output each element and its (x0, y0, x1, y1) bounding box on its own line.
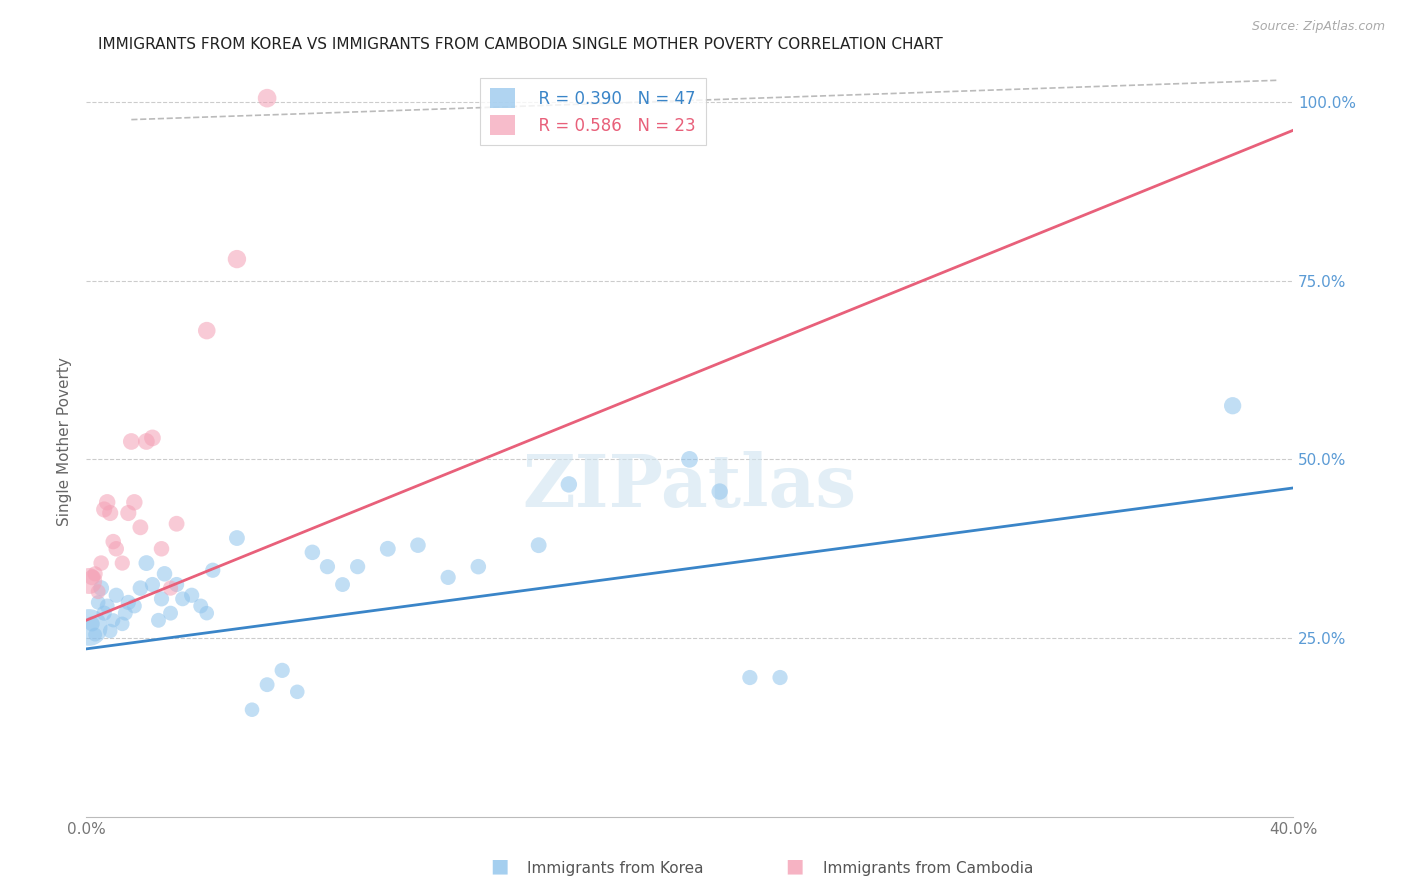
Text: ■: ■ (489, 857, 509, 876)
Point (93, 606, 115, 620)
Point (82, 616, 104, 631)
Point (406, 538, 429, 552)
Point (117, 506, 139, 520)
Point (527, 538, 550, 552)
Point (117, 595, 139, 609)
Point (166, 516, 188, 531)
Point (346, 559, 368, 574)
Point (84, 566, 107, 581)
Y-axis label: Single Mother Poverty: Single Mother Poverty (58, 357, 72, 526)
Point (172, 591, 194, 606)
Point (90, 556, 112, 570)
Point (124, 599, 146, 613)
Point (98, 624, 121, 638)
Point (150, 591, 173, 606)
Point (141, 577, 163, 591)
Point (195, 324, 218, 338)
Point (332, 577, 354, 591)
Point (226, 531, 249, 545)
Point (82, 570, 104, 584)
Point (77, 620, 100, 634)
Point (301, 545, 323, 559)
Point (135, 556, 157, 570)
Text: Immigrants from Cambodia: Immigrants from Cambodia (823, 861, 1033, 876)
Point (103, 613, 125, 627)
Point (105, 541, 128, 556)
Point (135, 434, 157, 449)
Point (96, 495, 118, 509)
Point (678, 452, 700, 467)
Point (114, 606, 136, 620)
Point (87, 584, 110, 599)
Point (111, 616, 134, 631)
Point (129, 520, 152, 534)
Text: Immigrants from Korea: Immigrants from Korea (527, 861, 704, 876)
Text: ■: ■ (785, 857, 804, 876)
Point (256, 91, 278, 105)
Point (120, 434, 142, 449)
Point (90, 581, 112, 595)
Point (105, 588, 128, 602)
Point (98, 506, 121, 520)
Point (195, 606, 218, 620)
Point (738, 671, 761, 685)
Point (1222, 399, 1244, 413)
Point (190, 599, 212, 613)
Point (77, 574, 100, 588)
Point (271, 664, 294, 678)
Point (93, 502, 115, 516)
Point (226, 252, 249, 266)
Point (201, 563, 224, 577)
Point (141, 431, 163, 445)
Point (153, 566, 176, 581)
Point (124, 495, 146, 509)
Legend:   R = 0.390   N = 47,   R = 0.586   N = 23: R = 0.390 N = 47, R = 0.586 N = 23 (479, 78, 706, 145)
Point (159, 606, 181, 620)
Point (285, 685, 308, 699)
Point (148, 613, 170, 627)
Point (159, 581, 181, 595)
Text: Source: ZipAtlas.com: Source: ZipAtlas.com (1251, 20, 1385, 33)
Point (111, 556, 134, 570)
Point (103, 534, 125, 549)
Point (240, 703, 263, 717)
Text: ZIPatlas: ZIPatlas (523, 451, 856, 522)
Point (316, 559, 339, 574)
Point (129, 581, 152, 595)
Text: IMMIGRANTS FROM KOREA VS IMMIGRANTS FROM CAMBODIA SINGLE MOTHER POVERTY CORRELAT: IMMIGRANTS FROM KOREA VS IMMIGRANTS FROM… (98, 37, 943, 53)
Point (87, 595, 110, 609)
Point (256, 678, 278, 692)
Point (150, 541, 173, 556)
Point (769, 671, 792, 685)
Point (96, 599, 118, 613)
Point (467, 559, 489, 574)
Point (180, 588, 202, 602)
Point (84, 627, 107, 641)
Point (377, 541, 399, 556)
Point (709, 484, 731, 499)
Point (166, 577, 188, 591)
Point (558, 477, 581, 491)
Point (437, 570, 460, 584)
